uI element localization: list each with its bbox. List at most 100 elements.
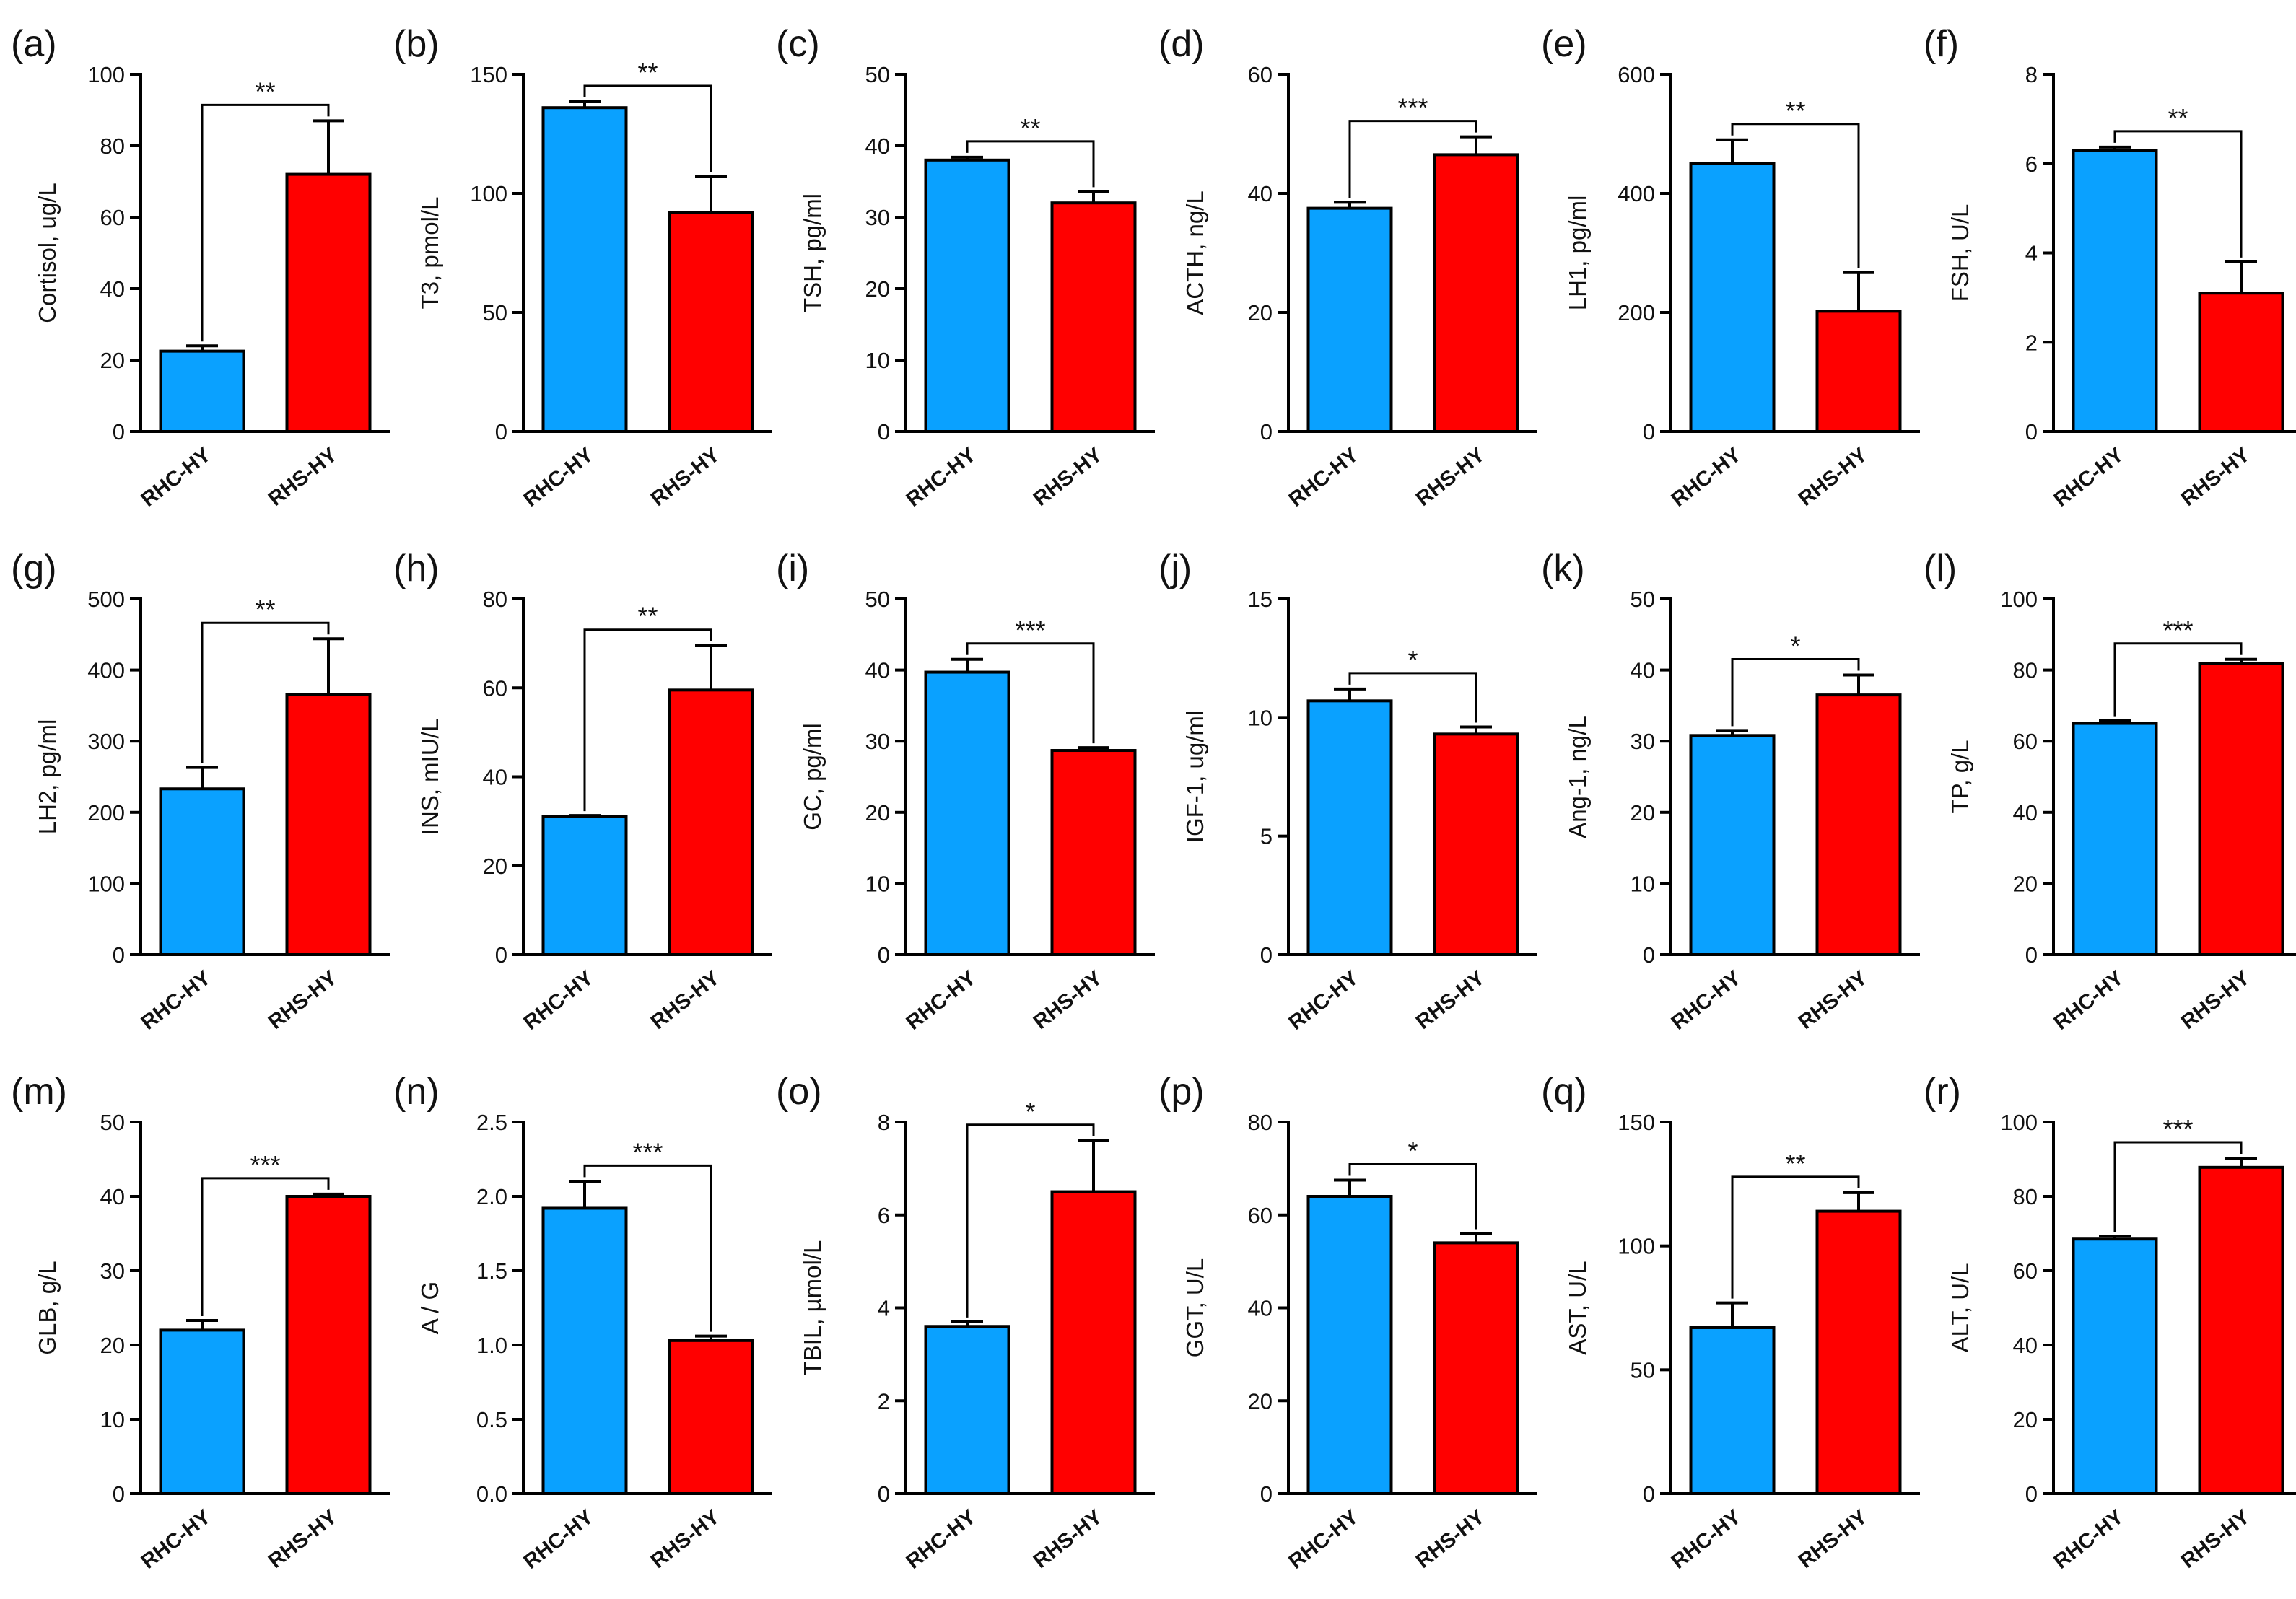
x-tick-label: RHS-HY	[2177, 443, 2254, 511]
y-tick-label: 60	[1248, 1203, 1273, 1228]
x-tick-label: RHC-HY	[137, 966, 216, 1035]
x-tick-label: RHC-HY	[137, 1505, 216, 1574]
y-axis-label: FSH, U/L	[1947, 204, 1973, 302]
y-tick-label: 50	[865, 587, 890, 612]
x-tick-label: RHS-HY	[647, 1505, 724, 1573]
y-tick-label: 0	[1260, 1481, 1273, 1507]
y-tick-label: 1.5	[476, 1258, 507, 1284]
chart-panel: (l) 0 20 40 60 80 100 TP, g/L *** RHC-HY RHS-HY	[1924, 548, 2296, 1035]
y-tick-label: 8	[2025, 62, 2038, 87]
x-tick-label: RHC-HY	[1285, 443, 1363, 512]
y-tick-label: 30	[1631, 729, 1655, 754]
panel-label: (r)	[1924, 1071, 1961, 1113]
panel-label: (p)	[1158, 1071, 1205, 1113]
chart-panel: (p) 0 20 40 60 80 GGT, U/L * RHC-HY RHS-HY	[1158, 1071, 1537, 1574]
y-axis-label: INS, mIU/L	[416, 719, 443, 835]
x-tick-label: RHS-HY	[1794, 1505, 1872, 1573]
significance-label: *	[1407, 645, 1418, 675]
significance-bracket	[966, 140, 1095, 188]
x-tick-label: RHS-HY	[2177, 966, 2254, 1034]
panel-label: (k)	[1541, 548, 1585, 590]
significance-bracket	[201, 1177, 330, 1317]
y-tick-label: 100	[2000, 587, 2038, 612]
x-tick-label: RHS-HY	[264, 966, 341, 1034]
y-tick-label: 2	[2025, 330, 2038, 355]
y-tick-label: 0	[878, 419, 890, 444]
y-tick-label: 150	[470, 62, 507, 87]
bar	[285, 172, 372, 433]
panel-label: (q)	[1541, 1071, 1587, 1113]
chart-panel: (o) 0 2 4 6 8 TBIL, µmol/L * RHC-HY RHS-HY	[776, 1071, 1155, 1574]
panel-label: (j)	[1158, 548, 1192, 590]
y-tick-label: 100	[87, 62, 125, 87]
x-tick-label: RHS-HY	[1412, 966, 1489, 1034]
x-tick-label: RHC-HY	[2050, 1505, 2129, 1574]
panel-label: (a)	[11, 23, 57, 65]
y-tick-label: 6	[878, 1203, 890, 1228]
significance-label: ***	[1015, 615, 1045, 645]
y-tick-label: 5	[1260, 824, 1273, 849]
y-tick-label: 20	[2013, 1407, 2038, 1432]
bar	[2072, 722, 2158, 956]
chart-panel: (r) 0 20 40 60 80 100 ALT, U/L *** RHC-HY RHS-HY	[1924, 1071, 2296, 1574]
y-tick-label: 200	[87, 800, 125, 825]
x-tick-label: RHS-HY	[2177, 1505, 2254, 1573]
significance-bracket	[1731, 1175, 1860, 1299]
y-tick-label: 8	[878, 1110, 890, 1135]
y-tick-label: 30	[100, 1258, 125, 1284]
significance-bracket	[1731, 123, 1860, 268]
bar	[1433, 1241, 1519, 1495]
panel-label: (b)	[393, 23, 440, 65]
x-tick-label: RHC-HY	[520, 1505, 598, 1574]
y-tick-label: 500	[87, 587, 125, 612]
y-axis-label: ACTH, ng/L	[1182, 190, 1208, 315]
y-tick-label: 20	[100, 1333, 125, 1358]
y-axis-label: Ang-1, ng/L	[1564, 715, 1591, 838]
panel-label: (h)	[393, 548, 440, 590]
bar	[1433, 153, 1519, 433]
y-tick-label: 6	[2025, 152, 2038, 177]
panel-label: (g)	[11, 548, 57, 590]
y-tick-label: 0	[1260, 942, 1273, 968]
y-tick-label: 20	[483, 854, 507, 879]
y-tick-label: 100	[1618, 1234, 1655, 1259]
panel-label: (n)	[393, 1071, 440, 1113]
x-tick-label: RHC-HY	[1667, 1505, 1746, 1574]
chart-panel: (h) 0 20 40 60 80 INS, mIU/L ** RHC-HY RHS-HY	[393, 548, 772, 1035]
significance-label: **	[637, 602, 658, 631]
panel-label: (l)	[1924, 548, 1957, 590]
y-tick-label: 0	[1643, 419, 1655, 444]
x-tick-label: RHC-HY	[1667, 443, 1746, 512]
x-tick-label: RHS-HY	[1029, 966, 1106, 1034]
significance-bracket	[583, 628, 712, 812]
y-tick-label: 50	[100, 1110, 125, 1135]
significance-bracket	[2113, 130, 2243, 258]
y-tick-label: 0.5	[476, 1407, 507, 1432]
bar	[924, 1325, 1010, 1495]
significance-label: **	[1785, 1149, 1805, 1178]
y-tick-label: 0	[113, 942, 125, 968]
x-tick-label: RHS-HY	[1029, 443, 1106, 511]
y-tick-label: 80	[100, 133, 125, 159]
bar	[1050, 201, 1137, 433]
y-tick-label: 0	[878, 1481, 890, 1507]
bar	[1689, 1326, 1776, 1496]
significance-label: *	[1790, 631, 1800, 661]
panel-label: (c)	[776, 23, 820, 65]
y-axis-label: IGF-1, ug/ml	[1182, 711, 1208, 843]
chart-panel: (e) 0 200 400 600 LH1, pg/ml ** RHC-HY RHS-HY	[1541, 23, 1920, 512]
x-tick-label: RHC-HY	[902, 1505, 981, 1574]
significance-label: **	[255, 595, 275, 624]
y-tick-label: 60	[100, 205, 125, 230]
x-tick-label: RHS-HY	[1029, 1505, 1106, 1573]
bar	[541, 106, 628, 433]
x-tick-label: RHS-HY	[264, 1505, 341, 1573]
y-tick-label: 200	[1618, 300, 1655, 325]
bar	[2198, 292, 2284, 433]
chart-panel: (m) 0 10 20 30 40 50 GLB, g/L *** RHC-HY RHS-HY	[11, 1071, 390, 1574]
chart-panel: (f) 0 2 4 6 8 FSH, U/L ** RHC-HY RHS-HY	[1924, 23, 2296, 512]
y-tick-label: 600	[1618, 62, 1655, 87]
y-tick-label: 40	[1248, 1296, 1273, 1321]
y-axis-label: A / G	[416, 1282, 443, 1334]
bar	[159, 1328, 245, 1496]
